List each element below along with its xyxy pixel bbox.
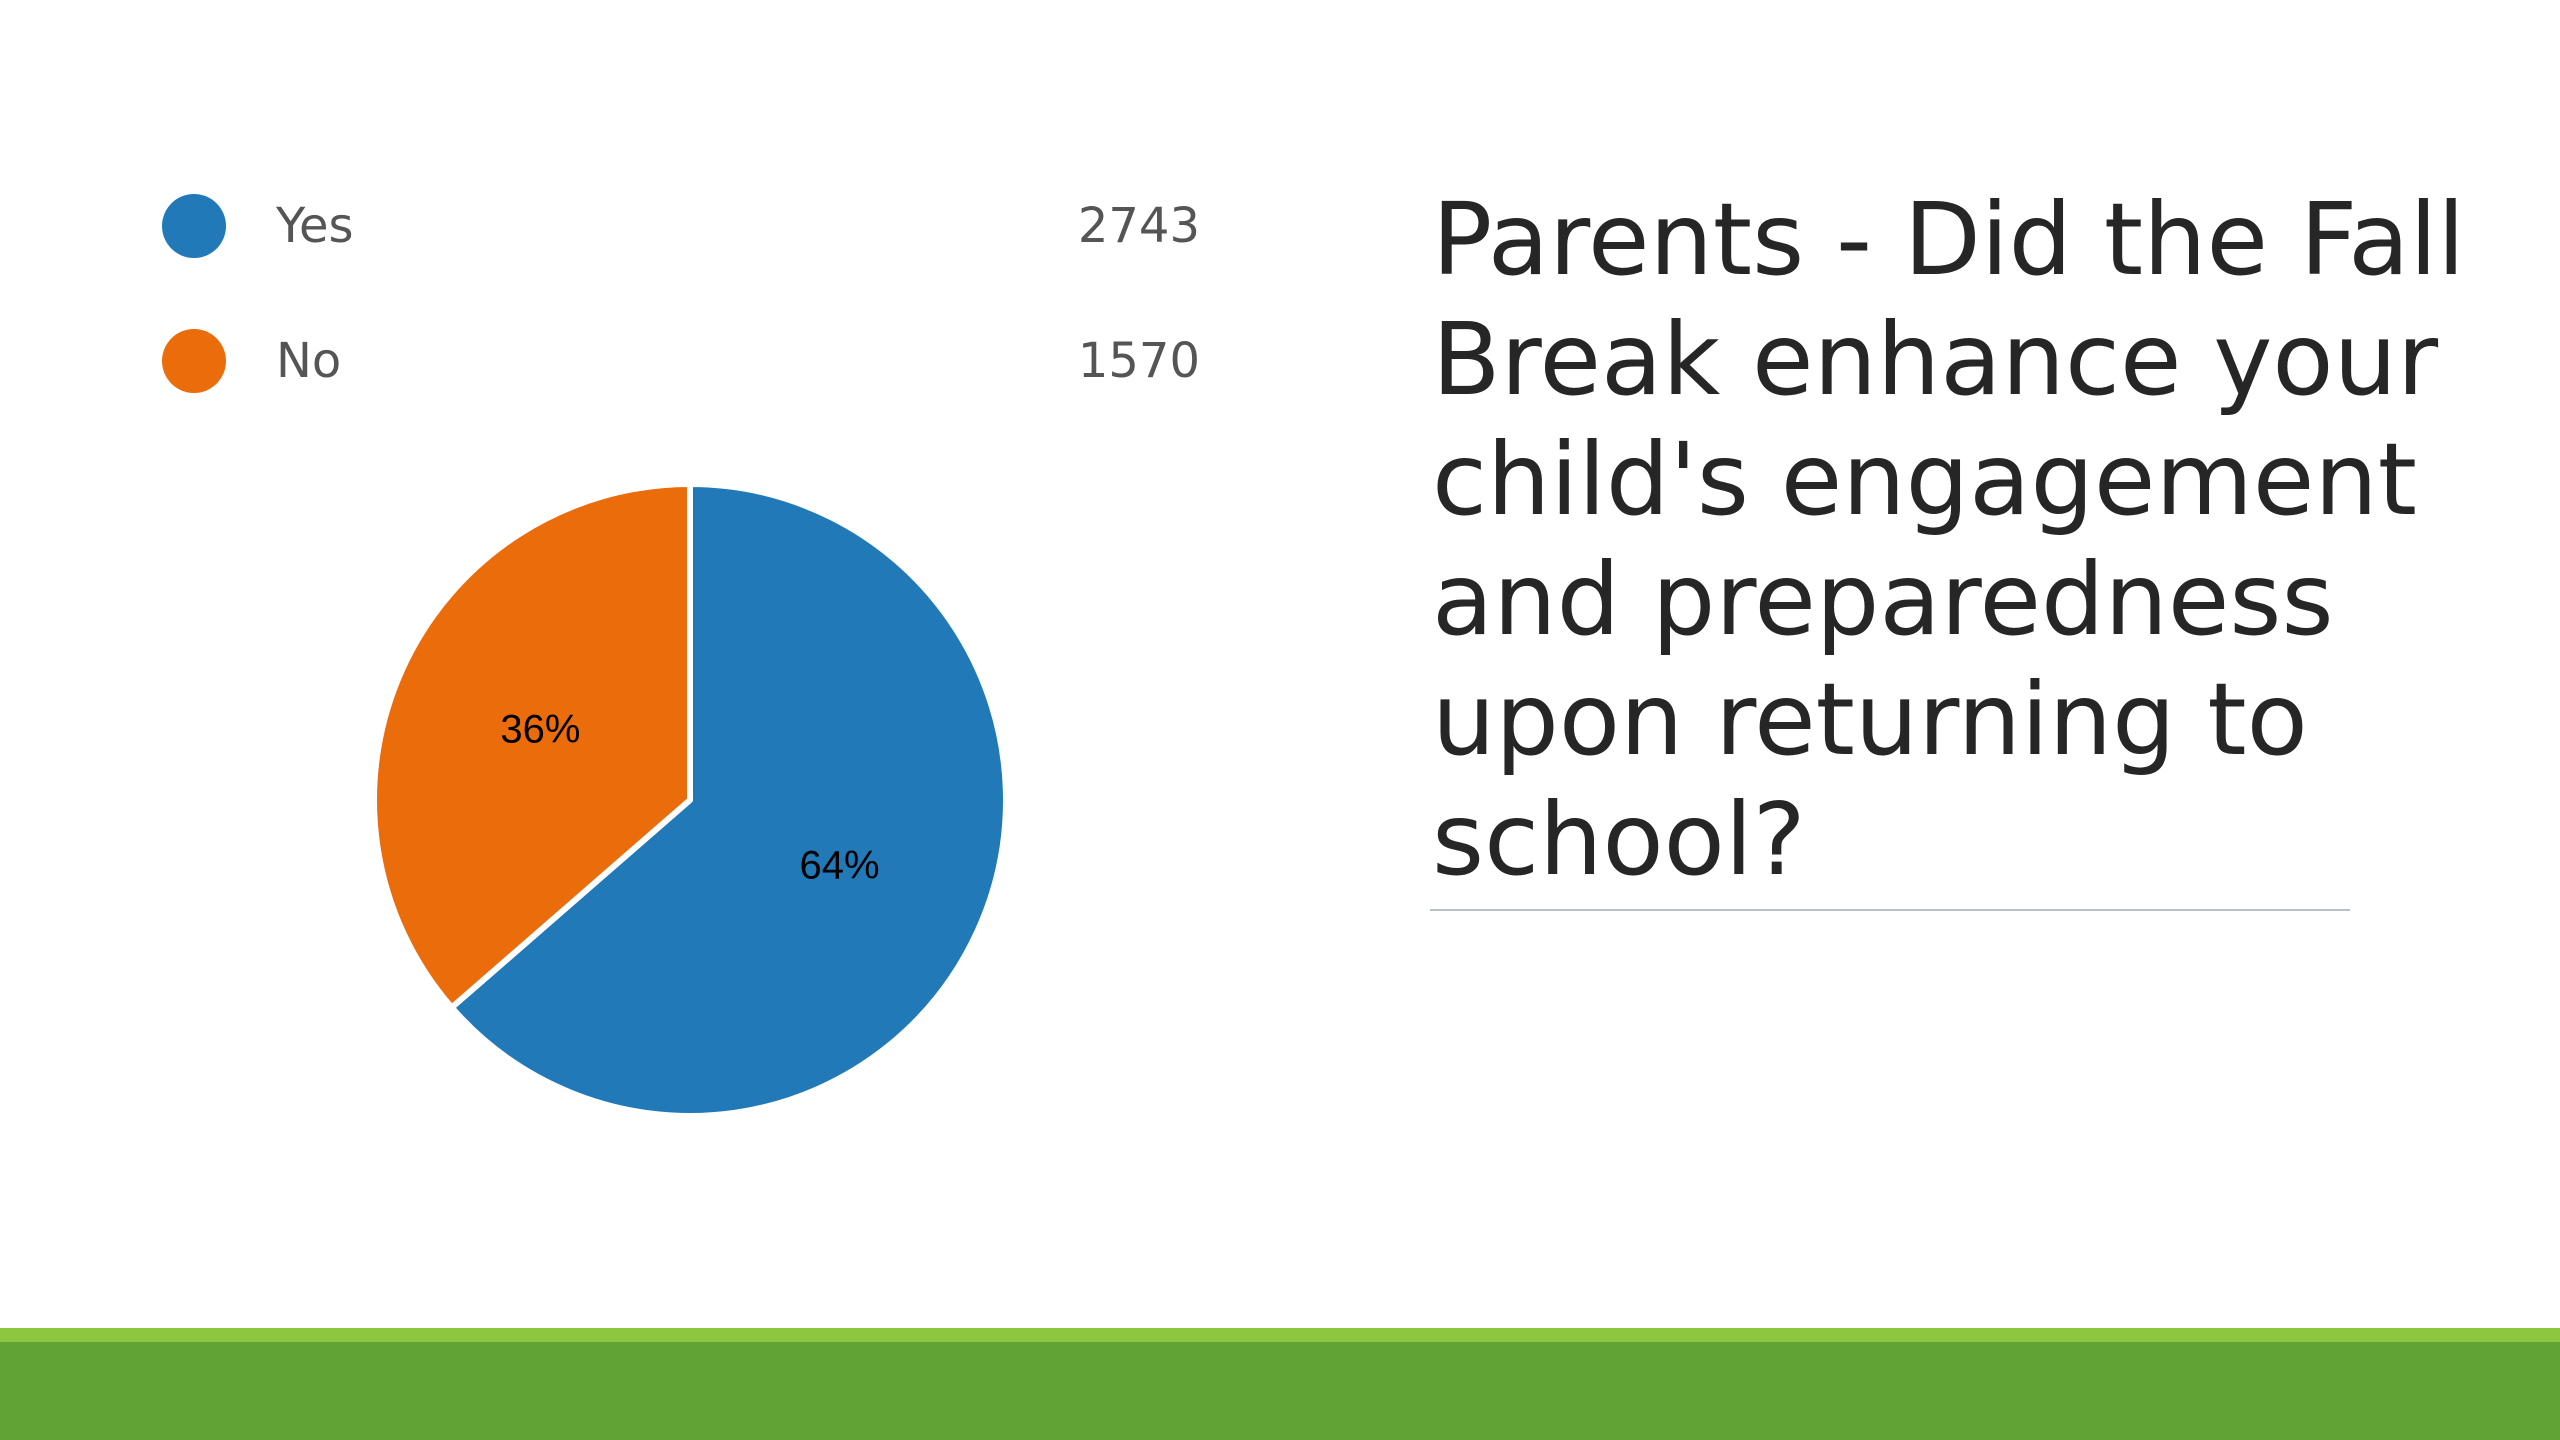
pie-data-label-no: 36% [500,707,580,751]
pie-slice-yes [448,481,1009,1119]
slide-title: Parents - Did the Fall Break enhance you… [1432,181,2466,898]
legend-label-no: No [276,333,342,389]
footer-band [0,1342,2560,1440]
legend-item-yes: Yes 2743 [160,190,1200,258]
title-underline [1430,909,2350,911]
legend-swatch-yes [162,194,226,258]
chart-legend: Yes 2743 No 1570 [160,190,1200,460]
legend-count-yes: 2743 [1077,198,1200,254]
legend-count-no: 1570 [1077,333,1200,389]
pie-data-label-yes: 64% [800,844,880,888]
legend-swatch-no [162,329,226,393]
pie-chart: 64% 36% [371,481,1009,1119]
legend-label-yes: Yes [276,198,354,254]
legend-item-no: No 1570 [160,325,1200,393]
pie-slice-no [371,481,693,1011]
footer-accent-stripe [0,1328,2560,1342]
